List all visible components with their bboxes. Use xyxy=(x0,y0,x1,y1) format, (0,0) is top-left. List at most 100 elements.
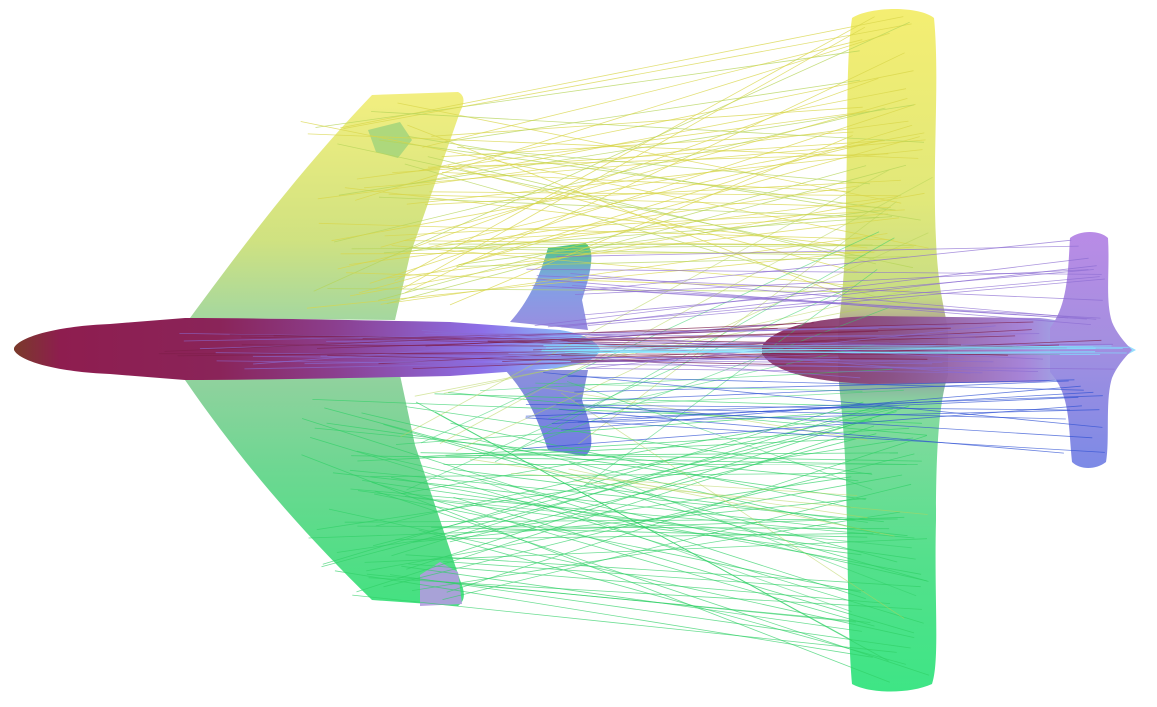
correspondence-line xyxy=(340,16,904,129)
correspondence-line xyxy=(391,401,893,557)
correspondence-line xyxy=(543,372,1103,428)
correspondence-line xyxy=(252,324,776,365)
correspondence-line xyxy=(340,252,875,255)
correspondence-line xyxy=(399,26,866,291)
correspondence-line xyxy=(567,330,879,342)
correspondence-line xyxy=(357,490,862,556)
correspondence-line xyxy=(424,332,976,339)
correspondence-line xyxy=(407,124,863,304)
correspondence-line xyxy=(455,213,889,242)
correspondence-line xyxy=(579,389,904,407)
correspondence-line xyxy=(350,192,925,297)
correspondence-line xyxy=(522,405,1082,450)
correspondence-line xyxy=(457,146,871,185)
correspondence-line xyxy=(441,172,851,192)
correspondence-line xyxy=(309,437,924,624)
correspondence-line xyxy=(536,275,1103,301)
correspondence-line xyxy=(375,408,893,527)
correspondence-line xyxy=(301,454,890,683)
correspondence-line xyxy=(548,343,875,419)
correspondence-line xyxy=(439,177,933,444)
correspondence-line xyxy=(351,455,918,465)
correspondence-line xyxy=(510,473,858,496)
correspondence-line xyxy=(574,379,1075,393)
correspondence-line xyxy=(343,23,912,129)
correspondence-line xyxy=(447,392,927,436)
correspondence-line xyxy=(392,140,885,173)
correspondence-line xyxy=(443,561,864,591)
correspondence-line xyxy=(551,391,1094,424)
correspondence-line xyxy=(344,187,868,249)
correspondence-line xyxy=(403,240,861,246)
correspondence-line xyxy=(456,124,913,266)
correspondence-line xyxy=(525,417,1105,453)
correspondence-line xyxy=(391,476,922,575)
correspondence-line xyxy=(547,276,1100,328)
correspondence-line xyxy=(315,50,860,128)
correspondence-line xyxy=(183,325,954,342)
right-aircraft-tail xyxy=(1050,232,1132,468)
correspondence-line xyxy=(378,196,880,218)
correspondence-line xyxy=(435,185,859,248)
correspondence-line xyxy=(429,191,902,197)
correspondence-line xyxy=(361,412,880,534)
correspondence-line xyxy=(252,355,933,365)
correspondence-line xyxy=(386,217,900,279)
correspondence-line xyxy=(388,193,891,208)
correspondence-line xyxy=(574,380,1069,402)
correspondence-line xyxy=(431,106,863,137)
correspondence-line xyxy=(568,461,917,597)
correspondence-line xyxy=(332,472,908,537)
correspondence-lines xyxy=(158,16,1129,683)
correspondence-line xyxy=(422,39,863,148)
correspondence-line xyxy=(314,427,859,482)
correspondence-line xyxy=(535,382,863,392)
correspondence-line xyxy=(587,396,1079,420)
correspondence-line xyxy=(383,216,893,254)
correspondence-line xyxy=(316,437,914,530)
correspondence-line xyxy=(358,136,920,294)
correspondence-line xyxy=(313,21,910,292)
correspondence-line xyxy=(380,98,908,248)
correspondence-line xyxy=(326,422,866,500)
correspondence-line xyxy=(413,78,879,248)
correspondence-line xyxy=(543,345,1094,347)
correspondence-line xyxy=(300,121,929,249)
left-aircraft-fuselage xyxy=(14,318,600,380)
correspondence-line xyxy=(453,354,943,363)
correspondence-line xyxy=(577,409,1100,423)
correspondence-line xyxy=(337,143,914,269)
correspondence-line xyxy=(586,368,983,374)
correspondence-line xyxy=(481,327,879,338)
correspondence-line xyxy=(411,511,901,591)
correspondence-line xyxy=(405,554,921,588)
correspondence-line xyxy=(301,418,867,600)
correspondence-line xyxy=(562,286,1101,319)
correspondence-line xyxy=(534,257,1089,326)
correspondence-line xyxy=(583,269,1094,316)
correspondence-line xyxy=(334,570,873,658)
correspondence-line xyxy=(374,490,930,676)
correspondence-line xyxy=(327,355,787,365)
correspondence-line xyxy=(424,179,901,206)
correspondence-line xyxy=(394,16,875,281)
correspondence-line xyxy=(480,368,893,391)
correspondence-line xyxy=(434,393,898,408)
correspondence-line xyxy=(583,269,878,487)
correspondence-line xyxy=(441,131,854,158)
correspondence-line xyxy=(317,120,909,200)
correspondence-line xyxy=(216,360,1115,370)
correspondence-line xyxy=(317,327,951,349)
correspondence-line xyxy=(441,79,860,143)
correspondence-line xyxy=(395,408,886,445)
correspondence-line xyxy=(445,582,871,623)
correspondence-line xyxy=(406,149,923,205)
correspondence-line xyxy=(453,469,868,523)
correspondence-line xyxy=(370,472,872,477)
correspondence-line xyxy=(356,450,928,582)
correspondence-line xyxy=(583,406,1066,420)
correspondence-line xyxy=(352,594,897,653)
correspondence-line xyxy=(306,246,914,309)
left-aircraft-wing-patch xyxy=(368,122,412,158)
